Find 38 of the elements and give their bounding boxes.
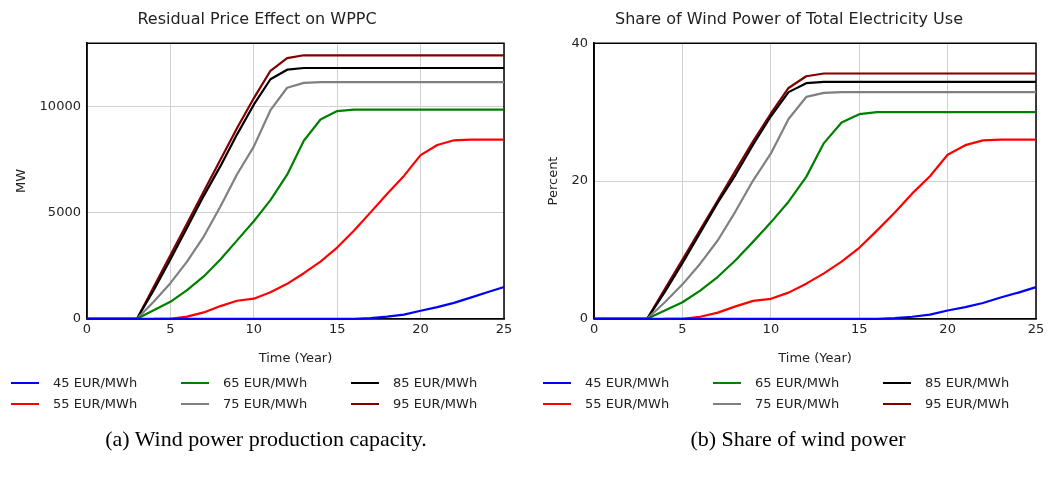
x-tick-label: 20	[412, 320, 429, 336]
y-tick-label: 5000	[47, 204, 81, 220]
x-tick-label: 25	[495, 320, 513, 336]
x-axis-title: Time (Year)	[257, 349, 333, 365]
x-tick-label: 10	[762, 320, 780, 336]
x-tick-label: 5	[678, 320, 687, 336]
chart-title: Residual Price Effect on WPPC	[137, 8, 377, 28]
x-tick-label: 25	[1027, 320, 1045, 336]
legend-label: 95 EUR/MWh	[393, 396, 478, 411]
x-tick-label: 10	[245, 320, 263, 336]
legend-label: 75 EUR/MWh	[755, 396, 840, 411]
x-tick-label: 0	[82, 320, 92, 336]
x-axis-title: Time (Year)	[777, 349, 852, 365]
y-tick-label: 20	[571, 172, 589, 188]
legend-label: 45 EUR/MWh	[585, 375, 670, 390]
x-tick-label: 0	[590, 320, 599, 336]
x-tick-label: 15	[850, 320, 868, 336]
y-axis-title: Percent	[545, 156, 561, 206]
legend-label: 75 EUR/MWh	[223, 396, 308, 411]
legend-label: 85 EUR/MWh	[393, 375, 478, 390]
y-tick-label: 0	[72, 310, 81, 326]
legend-label: 55 EUR/MWh	[585, 396, 670, 411]
legend-label: 65 EUR/MWh	[223, 375, 308, 390]
y-tick-label: 40	[571, 34, 589, 50]
x-tick-label: 5	[166, 320, 175, 336]
x-tick-label: 20	[939, 320, 956, 336]
legend-label: 55 EUR/MWh	[53, 396, 138, 411]
chart-title: Share of Wind Power of Total Electricity Use	[615, 8, 963, 28]
y-axis-title: MW	[13, 168, 29, 194]
y-tick-label: 0	[579, 310, 589, 326]
y-tick-label: 10000	[39, 98, 81, 114]
legend-label: 65 EUR/MWh	[755, 375, 840, 390]
x-tick-label: 15	[328, 320, 346, 336]
legend-label: 45 EUR/MWh	[53, 375, 138, 390]
text: (b) Share of wind power	[690, 426, 906, 452]
legend-label: 95 EUR/MWh	[925, 396, 1010, 411]
legend-label: 85 EUR/MWh	[925, 375, 1010, 390]
text: (a) Wind power production capacity.	[105, 426, 427, 452]
